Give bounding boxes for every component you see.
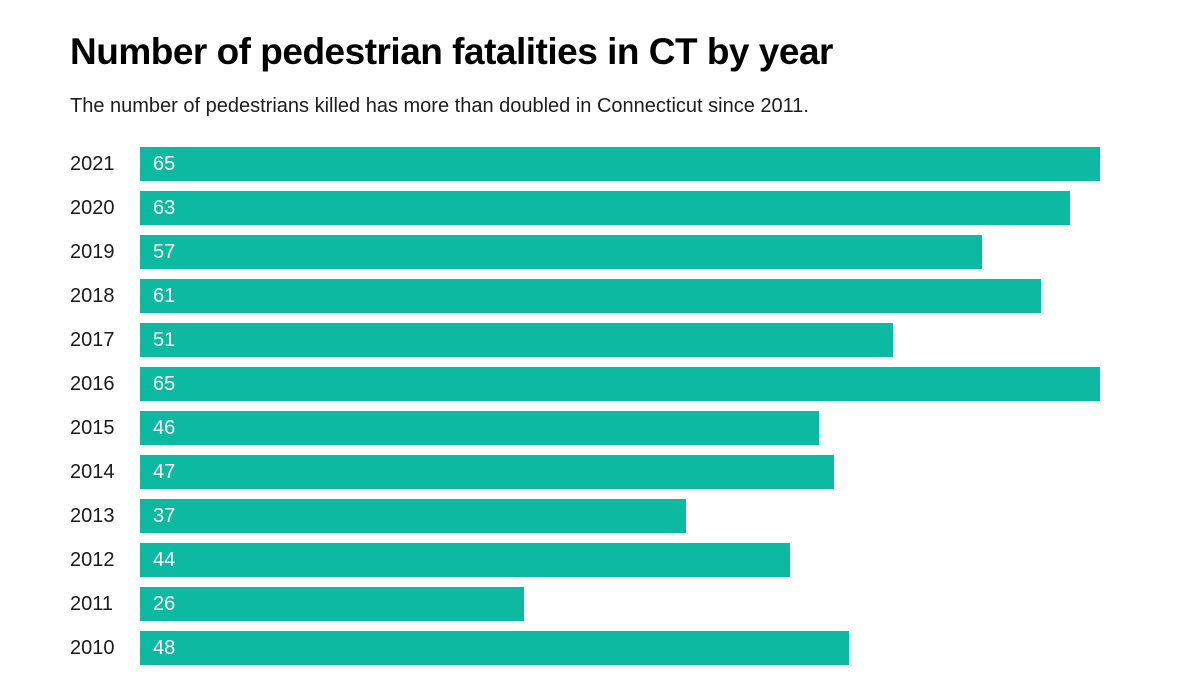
chart-row: 2019 57 (70, 235, 1170, 269)
year-label: 2019 (70, 241, 115, 263)
year-label: 2016 (70, 373, 115, 395)
value-label: 65 (153, 373, 176, 395)
year-label: 2011 (70, 593, 114, 615)
year-label: 2012 (70, 549, 115, 571)
value-label: 48 (153, 637, 176, 659)
bar-track: 44 (140, 543, 1100, 577)
bar: 61 (140, 279, 1041, 313)
year-label: 2021 (70, 153, 115, 175)
bar: 48 (140, 631, 849, 665)
chart-subtitle: The number of pedestrians killed has mor… (70, 95, 809, 117)
value-label: 47 (153, 461, 176, 483)
bar-track: 61 (140, 279, 1100, 313)
bar: 51 (140, 323, 894, 357)
bar: 26 (140, 587, 524, 621)
bar: 46 (140, 411, 820, 445)
year-label: 2020 (70, 197, 115, 219)
bar-track: 51 (140, 323, 1100, 357)
bar-track: 63 (140, 191, 1100, 225)
year-label: 2018 (70, 285, 115, 307)
year-label: 2010 (70, 637, 115, 659)
chart-row: 2012 44 (70, 543, 1170, 577)
bar-track: 57 (140, 235, 1100, 269)
bar-track: 26 (140, 587, 1100, 621)
chart-row: 2016 65 (70, 367, 1170, 401)
bar: 37 (140, 499, 687, 533)
chart-row: 2018 61 (70, 279, 1170, 313)
chart-row: 2021 65 (70, 147, 1170, 181)
value-label: 51 (153, 329, 176, 351)
chart-row: 2010 48 (70, 631, 1170, 665)
year-label: 2013 (70, 505, 115, 527)
chart-row: 2020 63 (70, 191, 1170, 225)
value-label: 26 (153, 593, 176, 615)
chart-row: 2011 26 (70, 587, 1170, 621)
bar: 63 (140, 191, 1071, 225)
bar: 65 (140, 367, 1100, 401)
year-label: 2014 (70, 461, 115, 483)
chart-title: Number of pedestrian fatalities in CT by… (70, 31, 833, 72)
chart-row: 2013 37 (70, 499, 1170, 533)
chart-row: 2017 51 (70, 323, 1170, 357)
chart-row: 2014 47 (70, 455, 1170, 489)
bar-track: 46 (140, 411, 1100, 445)
value-label: 46 (153, 417, 176, 439)
year-label: 2017 (70, 329, 115, 351)
bar-track: 37 (140, 499, 1100, 533)
value-label: 37 (153, 505, 176, 527)
chart-row: 2015 46 (70, 411, 1170, 445)
value-label: 61 (153, 285, 176, 307)
value-label: 57 (153, 241, 176, 263)
bar: 44 (140, 543, 790, 577)
bar: 65 (140, 147, 1100, 181)
value-label: 44 (153, 549, 176, 571)
bar: 57 (140, 235, 982, 269)
bar-track: 47 (140, 455, 1100, 489)
chart-container: Number of pedestrian fatalities in CT by… (70, 31, 1170, 665)
value-label: 65 (153, 153, 176, 175)
bar: 47 (140, 455, 835, 489)
value-label: 63 (153, 197, 176, 219)
year-label: 2015 (70, 417, 115, 439)
bar-chart: 2021 65 2020 63 2019 57 2018 61 2017 51 2016 65 2015… (70, 147, 1170, 665)
bar-track: 65 (140, 147, 1100, 181)
bar-track: 65 (140, 367, 1100, 401)
bar-track: 48 (140, 631, 1100, 665)
